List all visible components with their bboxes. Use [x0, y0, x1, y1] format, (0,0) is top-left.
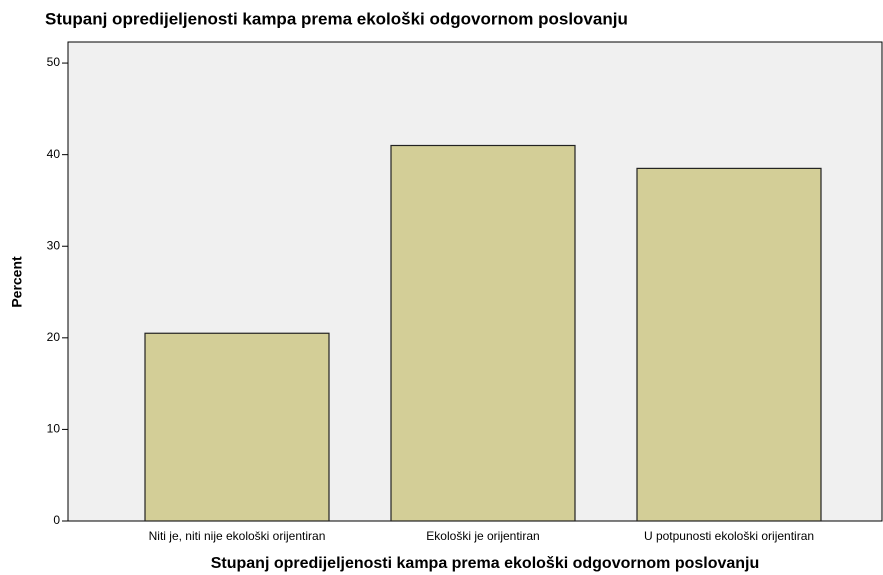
y-axis-label: Percent — [9, 256, 25, 308]
x-tick-label: Ekološki je orijentiran — [426, 529, 539, 543]
y-tick-label: 50 — [47, 55, 61, 69]
x-tick-label: Niti je, niti nije ekološki orijentiran — [149, 529, 326, 543]
chart-title: Stupanj opredijeljenosti kampa prema eko… — [45, 9, 628, 28]
y-tick-label: 0 — [53, 513, 60, 527]
bar — [636, 167, 822, 522]
y-tick-label: 40 — [47, 147, 61, 161]
bar — [144, 332, 330, 522]
x-axis-label: Stupanj opredijeljenosti kampa prema eko… — [211, 555, 760, 572]
x-tick-label: U potpunosti ekološki orijentiran — [644, 529, 814, 543]
y-tick-label: 10 — [47, 422, 61, 436]
y-tick-label: 30 — [47, 238, 61, 252]
y-tick-label: 20 — [47, 330, 61, 344]
bar — [390, 144, 576, 522]
